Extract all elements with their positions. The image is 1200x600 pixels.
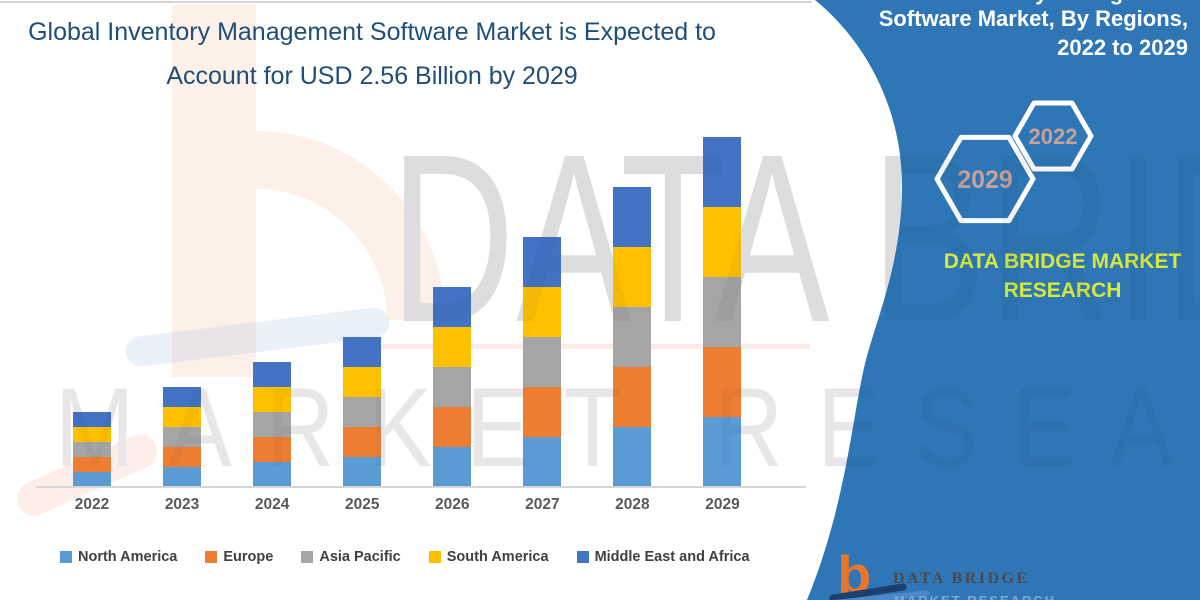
bar-segment-asia-pacific: [433, 367, 472, 407]
x-axis-line: [36, 486, 806, 488]
bar-2029: [703, 137, 742, 487]
bar-segment-asia-pacific: [73, 442, 111, 457]
hexagon-2022-label: 2022: [1029, 124, 1078, 149]
bar-segment-europe: [613, 367, 652, 427]
legend-swatch-icon: [576, 551, 589, 563]
bar-segment-asia-pacific: [703, 277, 742, 347]
bar-segment-north-america: [253, 462, 292, 487]
bar-segment-europe: [343, 427, 382, 457]
x-axis-label-2023: 2023: [164, 496, 200, 513]
bar-segment-south-america: [523, 287, 562, 337]
bar-segment-south-america: [73, 427, 111, 442]
legend-swatch-icon: [428, 551, 441, 563]
bar-segment-middle-east-and-africa: [433, 287, 472, 327]
bar-segment-asia-pacific: [613, 307, 652, 367]
bar-segment-middle-east-and-africa: [523, 237, 562, 287]
bar-2023: [163, 387, 202, 487]
bar-segment-europe: [163, 447, 202, 467]
bar-segment-europe: [73, 457, 111, 472]
bar-segment-north-america: [433, 447, 472, 487]
legend-item-north-america: North America: [60, 549, 177, 565]
x-axis-label-2026: 2026: [435, 496, 470, 513]
bar-segment-south-america: [613, 247, 652, 307]
x-axis-label-2028: 2028: [615, 496, 650, 513]
bar-segment-middle-east-and-africa: [703, 137, 742, 207]
page-title: Global Inventory Management Software Mar…: [22, 10, 722, 98]
bar-segment-asia-pacific: [523, 337, 562, 387]
bar-segment-north-america: [523, 437, 562, 487]
bar-segment-asia-pacific: [343, 397, 382, 427]
legend-label: Middle East and Africa: [594, 549, 750, 565]
bar-2027: [523, 237, 562, 487]
legend-label: South America: [446, 549, 549, 565]
bar-2025: [343, 337, 382, 487]
bar-segment-middle-east-and-africa: [613, 187, 652, 247]
legend-label: Europe: [223, 549, 274, 565]
bar-segment-south-america: [253, 387, 292, 412]
legend-label: North America: [78, 549, 178, 565]
bar-segment-middle-east-and-africa: [343, 337, 382, 367]
legend-item-asia-pacific: Asia Pacific: [301, 549, 401, 565]
bar-segment-south-america: [163, 407, 202, 427]
hexagon-2029: [934, 134, 1036, 224]
bar-segment-south-america: [343, 367, 382, 397]
bar-segment-north-america: [73, 472, 111, 487]
watermark-ghost-line1: DATA BRIDGE: [390, 104, 1200, 372]
top-edge-hairline: [0, 1, 812, 3]
legend-item-middle-east-and-africa: Middle East and Africa: [576, 549, 750, 565]
watermark-ghost-line2: MARKET RESEARCH: [55, 372, 1200, 484]
bar-segment-middle-east-and-africa: [73, 412, 111, 427]
x-axis-label-2029: 2029: [705, 496, 740, 513]
bar-2024: [253, 362, 292, 487]
background-logo-b-stem: [172, 5, 256, 377]
legend-swatch-icon: [205, 551, 218, 563]
bar-2028: [613, 187, 652, 487]
x-axis-label-2027: 2027: [525, 496, 560, 513]
bar-segment-europe: [433, 407, 472, 447]
bar-2026: [433, 287, 472, 487]
bar-segment-middle-east-and-africa: [253, 362, 292, 387]
page-title-line1: Global Inventory Management Software Mar…: [28, 18, 716, 46]
bar-segment-asia-pacific: [253, 412, 292, 437]
background-logo-line-pink: [375, 344, 810, 349]
bar-segment-south-america: [433, 327, 472, 367]
page-title-line2: Account for USD 2.56 Billion by 2029: [166, 62, 578, 90]
bar-segment-north-america: [163, 467, 202, 487]
x-axis-label-2024: 2024: [254, 496, 290, 513]
bar-segment-north-america: [703, 417, 742, 487]
legend-item-south-america: South America: [428, 549, 549, 565]
bar-segment-north-america: [343, 457, 382, 487]
hexagon-2029-label: 2029: [957, 166, 1013, 194]
x-axis-label-2025: 2025: [344, 496, 380, 513]
legend-swatch-icon: [301, 551, 314, 563]
bar-segment-south-america: [703, 207, 742, 277]
bar-2022: [73, 412, 111, 487]
legend-item-europe: Europe: [205, 549, 273, 565]
legend-label: Asia Pacific: [319, 549, 401, 565]
hexagon-2022: [1012, 100, 1094, 172]
legend-swatch-icon: [60, 551, 72, 563]
bar-segment-europe: [253, 437, 292, 462]
bar-segment-north-america: [613, 427, 652, 487]
bar-segment-asia-pacific: [163, 427, 202, 447]
chart-legend: North America Europe Asia Pacific South Ame…: [60, 549, 750, 565]
bar-segment-europe: [523, 387, 562, 437]
hexagon-pair: [934, 100, 1094, 224]
bar-segment-europe: [703, 347, 742, 417]
bar-segment-middle-east-and-africa: [163, 387, 202, 407]
x-axis-label-2022: 2022: [74, 496, 110, 513]
